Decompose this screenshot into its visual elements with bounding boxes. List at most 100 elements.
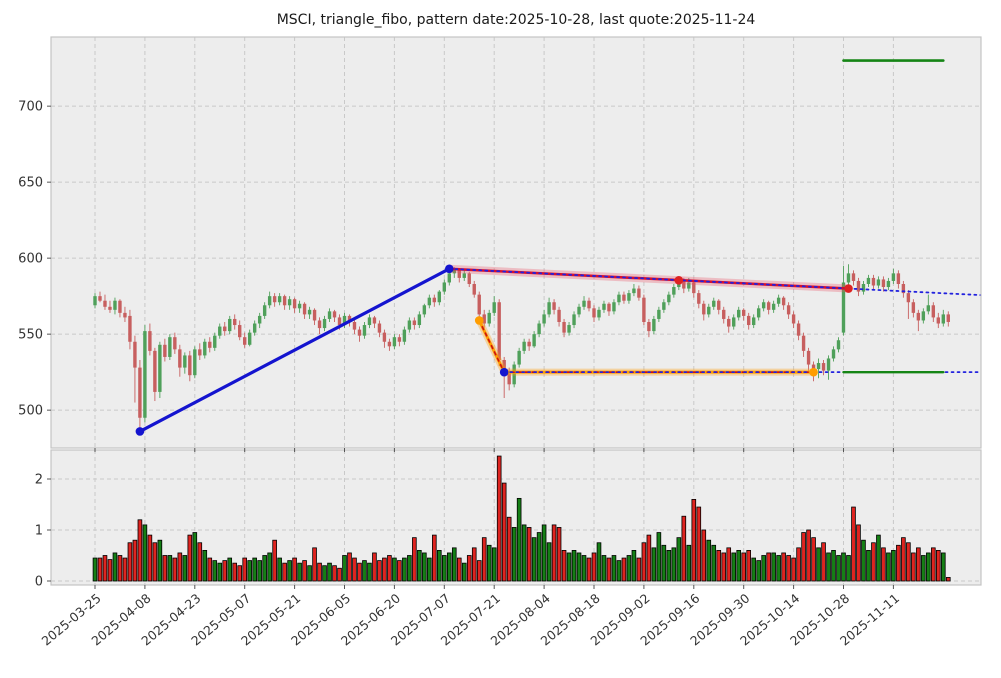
- volume-bar: [945, 577, 951, 582]
- candle: [911, 299, 916, 318]
- candle: [267, 291, 272, 309]
- candle: [108, 300, 112, 313]
- volume-bar: [836, 555, 841, 582]
- candle: [836, 337, 841, 353]
- volume-bar: [142, 524, 148, 582]
- volume-bar: [571, 550, 577, 582]
- volume-bar: [372, 552, 377, 582]
- volume-bar: [247, 560, 252, 582]
- volume-bar: [451, 547, 457, 582]
- candle: [422, 303, 427, 318]
- candle: [367, 314, 372, 329]
- volume-bar: [117, 555, 123, 582]
- volume-bars-group: [92, 455, 951, 582]
- volume-bar: [412, 537, 417, 582]
- volume-bar: [866, 550, 871, 582]
- volume-bar: [551, 524, 557, 582]
- volume-bar: [496, 455, 502, 582]
- candle: [243, 332, 247, 348]
- volume-bar: [222, 560, 228, 582]
- volume-bar: [856, 524, 861, 582]
- volume-bar: [327, 562, 332, 582]
- candle: [801, 332, 806, 357]
- volume-bar: [786, 555, 791, 582]
- candle: [746, 312, 751, 330]
- volume-bar: [262, 555, 267, 582]
- volume-bar: [656, 532, 662, 582]
- candle: [672, 283, 676, 298]
- volume-bar: [671, 547, 677, 582]
- candle: [806, 347, 811, 371]
- price-tick-label: 500: [18, 404, 43, 419]
- pattern-date-marker: [844, 284, 853, 293]
- volume-bar: [461, 562, 467, 582]
- volume-bar: [257, 560, 262, 582]
- candle: [712, 297, 716, 310]
- volume-bar: [516, 497, 522, 582]
- volume-bar: [891, 550, 896, 582]
- volume-bar: [916, 547, 921, 582]
- candle: [472, 280, 476, 298]
- candle: [527, 338, 531, 351]
- volume-bar: [616, 560, 622, 582]
- candle: [622, 291, 626, 304]
- candle: [372, 315, 377, 329]
- volume-bar: [337, 567, 342, 582]
- volume-bar: [801, 532, 806, 582]
- candle: [771, 300, 776, 313]
- candle: [707, 303, 711, 318]
- candle: [587, 297, 591, 312]
- volume-bar: [422, 552, 427, 582]
- candle: [796, 320, 801, 341]
- candle: [492, 296, 496, 316]
- volume-bar: [581, 555, 587, 582]
- pivot-high-marker: [444, 264, 454, 274]
- volume-bar: [302, 560, 307, 582]
- candle: [742, 308, 746, 321]
- candle: [128, 309, 132, 350]
- candle: [357, 326, 362, 342]
- volume-bar: [122, 557, 128, 582]
- candle: [257, 312, 262, 329]
- volume-bar: [536, 532, 542, 582]
- volume-bar: [427, 557, 432, 582]
- candle: [432, 294, 437, 307]
- candle: [866, 274, 871, 288]
- candle: [457, 268, 461, 283]
- volume-bar: [217, 562, 223, 582]
- volume-bar: [646, 534, 652, 582]
- volume-bar: [362, 560, 367, 582]
- price-panel-border: [50, 36, 982, 449]
- uptrend-line: [138, 267, 451, 434]
- volume-bar: [107, 559, 113, 582]
- volume-bar: [506, 516, 512, 582]
- price-panel: [51, 37, 981, 448]
- volume-bar: [242, 557, 248, 582]
- candle: [722, 306, 726, 324]
- candle: [732, 314, 736, 330]
- volume-bar: [167, 555, 173, 582]
- volume-bar: [876, 534, 881, 582]
- candle: [607, 302, 611, 316]
- volume-bar: [941, 552, 946, 582]
- candle: [233, 314, 237, 330]
- candle: [552, 299, 556, 315]
- candle: [826, 355, 831, 380]
- candle: [153, 347, 157, 402]
- candle: [851, 270, 856, 286]
- candle: [133, 335, 137, 403]
- candle: [407, 317, 412, 333]
- volume-bar: [601, 555, 607, 582]
- volume-bar: [791, 557, 796, 582]
- volume-bar: [676, 537, 682, 582]
- candle: [228, 315, 232, 335]
- candle: [856, 277, 861, 297]
- candle: [886, 277, 891, 291]
- candle: [437, 290, 442, 306]
- candle: [138, 359, 142, 432]
- candle: [93, 293, 97, 309]
- candle: [881, 276, 886, 292]
- volume-bar: [591, 552, 597, 582]
- volume-bar: [287, 560, 292, 582]
